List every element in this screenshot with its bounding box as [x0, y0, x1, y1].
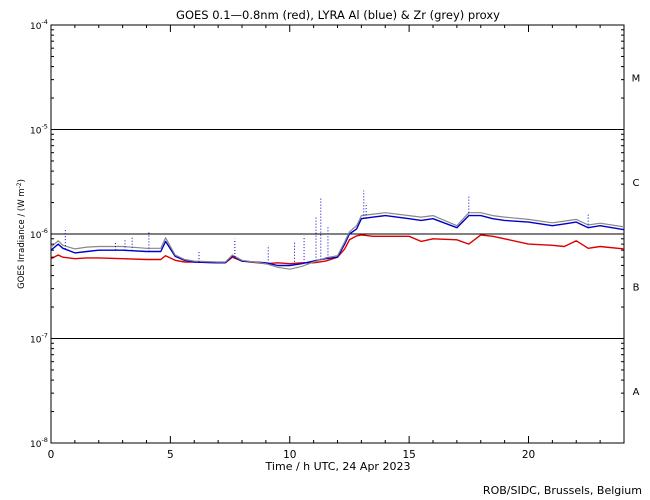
y-axis-ticks: 10-810-710-610-510-4: [30, 18, 624, 450]
y-axis-label: GOES Irradiance / (W m-2): [16, 179, 28, 289]
y-tick-label-base-1: 10: [30, 336, 42, 346]
y-tick-label-4: 10-4: [30, 18, 48, 32]
x-tick-label-0: 0: [48, 449, 55, 461]
flare-class-labels: A B C M: [632, 73, 641, 398]
x-tick-label-4: 20: [522, 449, 535, 461]
y-tick-label-3: 10-5: [30, 123, 48, 137]
y-tick-label-1: 10-7: [30, 332, 48, 346]
y-tick-label-base-3: 10: [30, 127, 42, 137]
flare-class-label-M: M: [632, 73, 641, 84]
y-tick-label-2: 10-6: [30, 227, 48, 241]
x-tick-label-1: 5: [167, 449, 174, 461]
series-line-0: [50, 234, 625, 265]
data-spikes: [64, 190, 589, 265]
y-tick-label-0: 10-8: [30, 436, 48, 450]
y-tick-label-exp-2: -6: [41, 227, 47, 235]
y-axis-label-superscript: -2: [16, 182, 23, 188]
x-axis-ticks: 0 5 10 15 20: [48, 25, 625, 461]
y-tick-label-exp-4: -4: [41, 18, 47, 26]
y-tick-label-base-4: 10: [30, 22, 42, 32]
y-tick-label-exp-0: -8: [41, 436, 47, 444]
y-axis-label-main: GOES Irradiance / (W m: [17, 188, 27, 289]
x-tick-label-3: 15: [402, 449, 415, 461]
y-tick-label-base-2: 10: [30, 231, 42, 241]
y-tick-label-base-0: 10: [30, 440, 42, 450]
flare-class-lines: [51, 129, 624, 339]
flare-class-label-C: C: [633, 178, 640, 189]
plot-area: [50, 24, 625, 444]
x-axis-label: Time / h UTC, 24 Apr 2023: [265, 460, 411, 473]
y-axis-label-close: ): [17, 179, 27, 182]
y-tick-label-exp-3: -5: [41, 123, 47, 131]
series-line-1: [50, 214, 625, 267]
series-line-2: [50, 212, 625, 270]
chart-title: GOES 0.1—0.8nm (red), LYRA Al (blue) & Z…: [176, 8, 500, 22]
credit-text: ROB/SIDC, Brussels, Belgium: [483, 484, 642, 497]
flare-class-label-B: B: [633, 282, 640, 293]
y-tick-label-exp-1: -7: [41, 332, 47, 340]
x-tick-label-2: 10: [283, 449, 296, 461]
flare-class-label-A: A: [633, 387, 640, 398]
data-series: [50, 212, 625, 270]
